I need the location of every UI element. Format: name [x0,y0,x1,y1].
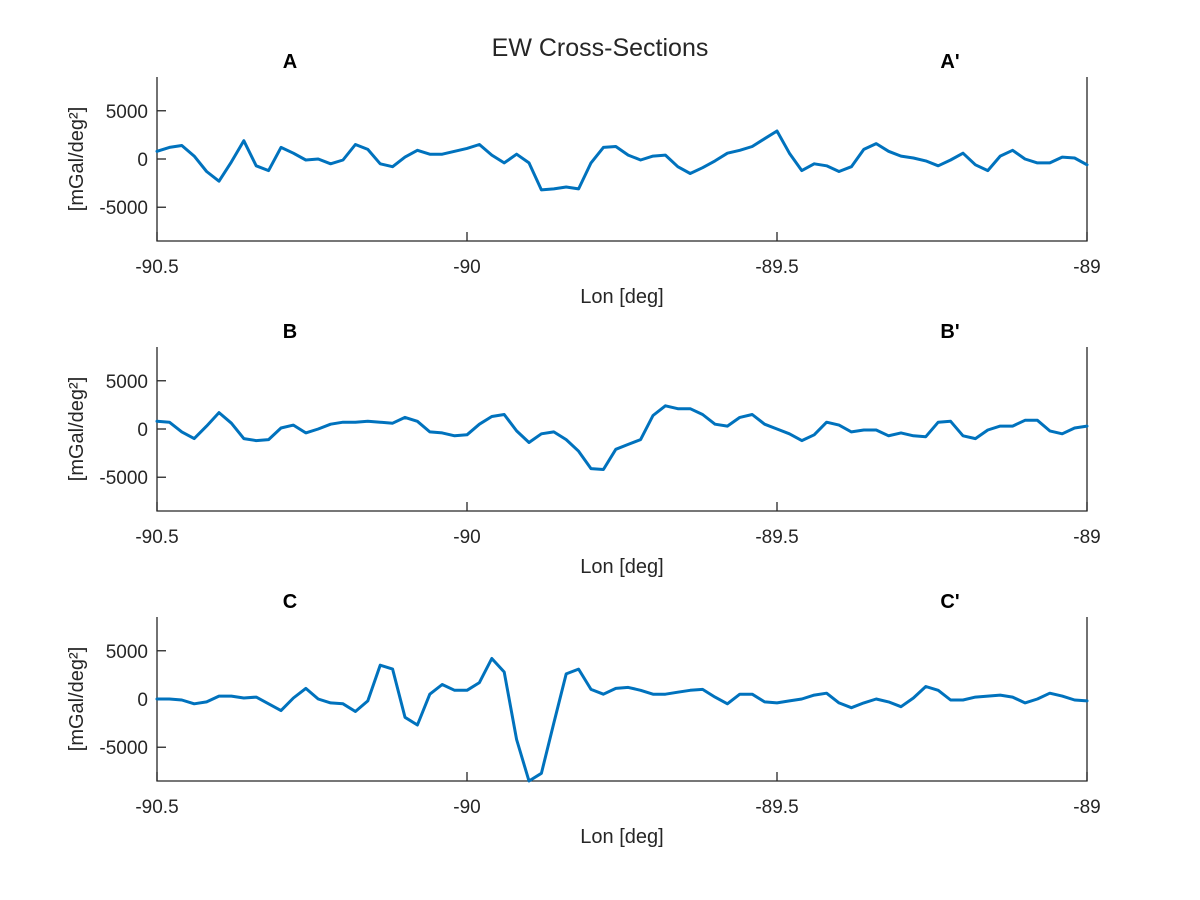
x-tick-label-b-0: -90.5 [135,527,178,548]
series-line-a [155,129,1089,192]
x-tick-label-c-0: -90.5 [135,797,178,818]
label-b-prime: B' [940,321,959,343]
label-a-prime: A' [940,51,959,73]
axes-a [156,77,1088,242]
x-tick-label-a-3: -89 [1073,257,1100,278]
y-tick-label-c-2: 5000 [106,642,148,663]
y-tick-label-a-2: 5000 [106,102,148,123]
panel-b: B B' -90.5 -90 -89.5 -89 -5000 0 5000 Lon [deg… [66,321,1101,578]
x-tick-label-b-3: -89 [1073,527,1100,548]
x-tick-label-c-3: -89 [1073,797,1100,818]
x-tick-label-a-1: -90 [453,257,480,278]
x-tick-label-a-0: -90.5 [135,257,178,278]
y-tick-label-b-2: 5000 [106,372,148,393]
label-a: A [283,51,297,73]
panel-c: C C' -90.5 -90 -89.5 -89 -5000 0 5000 Lon [deg… [66,591,1101,848]
ticks-b: -90.5 -90 -89.5 -89 -5000 0 5000 [99,372,1100,548]
y-axis-label-c: [mGal/deg²] [66,647,88,751]
x-axis-label-a: Lon [deg] [580,286,663,308]
x-tick-label-b-2: -89.5 [755,527,798,548]
x-tick-label-b-1: -90 [453,527,480,548]
y-tick-label-a-1: 0 [137,150,148,171]
y-tick-label-b-1: 0 [137,420,148,441]
figure-title: EW Cross-Sections [492,34,709,62]
label-c: C [283,591,297,613]
y-tick-label-c-0: -5000 [99,738,148,759]
y-axis-label-a: [mGal/deg²] [66,107,88,211]
axes-b [156,347,1088,512]
series-line-b [155,404,1089,471]
y-tick-label-c-1: 0 [137,690,148,711]
x-tick-label-c-2: -89.5 [755,797,798,818]
y-axis-label-b: [mGal/deg²] [66,377,88,481]
series-line-c [155,657,1089,783]
x-tick-label-a-2: -89.5 [755,257,798,278]
x-axis-label-c: Lon [deg] [580,826,663,848]
ticks-c: -90.5 -90 -89.5 -89 -5000 0 5000 [99,642,1100,818]
ticks-a: -90.5 -90 -89.5 -89 -5000 0 5000 [99,102,1100,278]
x-axis-label-b: Lon [deg] [580,556,663,578]
y-tick-label-b-0: -5000 [99,468,148,489]
panel-a: A A' -90.5 -90 -89.5 -89 -5000 0 5000 Lon [deg… [66,51,1101,308]
y-tick-label-a-0: -5000 [99,198,148,219]
label-b: B [283,321,297,343]
label-c-prime: C' [940,591,959,613]
x-tick-label-c-1: -90 [453,797,480,818]
